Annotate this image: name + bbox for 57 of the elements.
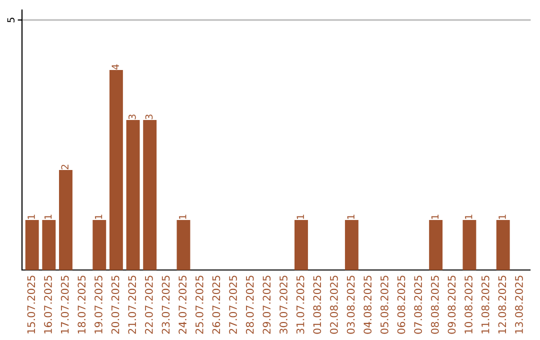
data-label: 4 [112,64,119,70]
x-tick-label: 18.07.2025 [78,276,86,334]
data-label: 1 [465,214,472,219]
x-tick-label: 02.08.2025 [330,276,338,334]
x-tick-label: 07.08.2025 [414,276,422,334]
x-tick-label: 20.07.2025 [111,276,120,334]
bar [143,120,157,270]
x-tick-label: 01.08.2025 [313,276,322,334]
bar [294,220,308,270]
x-tick-label: 19.07.2025 [94,276,102,334]
x-tick-label: 21.07.2025 [128,276,136,334]
x-tick-label: 22.07.2025 [144,276,153,334]
bar [92,220,106,270]
x-tick-label: 03.08.2025 [346,276,355,334]
x-tick-label: 09.08.2025 [448,276,456,334]
x-tick-label: 28.07.2025 [246,276,254,334]
bar [59,170,72,270]
bar [496,220,510,270]
x-tick-label: 12.08.2025 [498,276,506,334]
x-tick-label: 23.07.2025 [162,276,170,334]
data-label: 1 [179,214,186,219]
x-tick-label: 27.07.2025 [229,276,237,334]
data-label: 3 [145,114,153,120]
x-tick-label: 04.08.2025 [364,276,372,334]
bar [42,220,56,270]
x-tick-label: 26.07.2025 [212,276,220,334]
x-tick-label: 06.08.2025 [397,276,406,334]
data-label: 1 [94,214,102,219]
data-label: 1 [296,214,304,219]
bar [462,220,476,270]
bar [344,220,358,270]
data-label: 2 [61,164,68,170]
bar [176,220,190,270]
x-tick-label: 30.07.2025 [280,276,288,334]
x-tick-label: 24.07.2025 [178,276,187,334]
x-tick-label: 08.08.2025 [430,276,439,334]
data-label: 1 [28,214,35,219]
bar [109,70,123,270]
x-tick-label: 25.07.2025 [195,276,204,334]
x-tick-label: 31.07.2025 [296,276,304,334]
x-tick-label: 16.07.2025 [44,276,52,334]
bar [126,120,140,270]
data-label: 3 [128,114,136,120]
x-tick-label: 29.07.2025 [262,276,271,334]
data-label: 1 [44,214,52,219]
x-tick-label: 13.08.2025 [515,276,523,334]
bar [25,220,39,270]
x-tick-label: 05.08.2025 [380,276,388,334]
x-tick-label: 17.07.2025 [60,276,69,334]
data-label: 1 [347,214,354,219]
x-tick-label: 15.07.2025 [27,276,36,334]
bar [429,220,443,270]
data-label: 1 [498,214,506,219]
y-tick-label: 5 [7,18,15,22]
x-tick-label: 10.08.2025 [464,276,472,334]
data-label: 1 [431,214,438,219]
x-tick-label: 11.08.2025 [481,276,490,334]
